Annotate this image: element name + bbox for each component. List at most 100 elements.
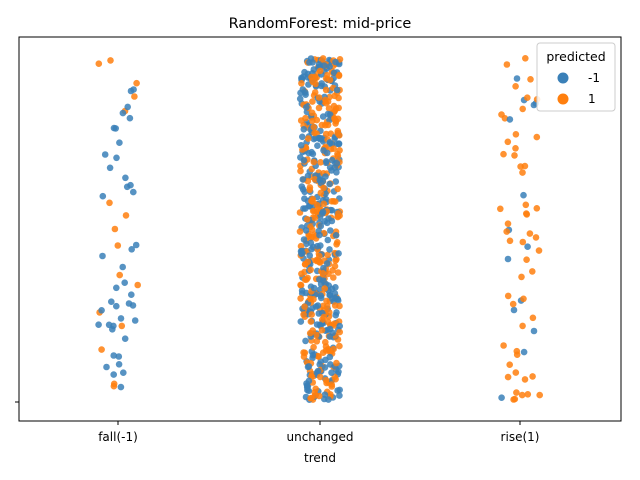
- data-point: [510, 396, 517, 403]
- data-point: [519, 169, 526, 176]
- data-point: [501, 115, 509, 122]
- data-point: [321, 285, 329, 292]
- data-point: [310, 158, 318, 166]
- data-point: [311, 214, 319, 222]
- data-point: [303, 216, 311, 223]
- data-point: [300, 236, 308, 243]
- data-point: [523, 210, 530, 217]
- data-point: [113, 302, 120, 310]
- data-point: [99, 252, 106, 260]
- data-point: [301, 349, 309, 357]
- data-point: [325, 396, 332, 403]
- data-point: [326, 291, 333, 299]
- data-point: [503, 228, 511, 235]
- data-point: [316, 361, 324, 368]
- data-point: [497, 205, 504, 213]
- data-point: [521, 162, 529, 170]
- data-point: [506, 116, 514, 123]
- data-point: [297, 89, 304, 97]
- data-point: [326, 180, 333, 188]
- data-point: [106, 199, 113, 207]
- data-point: [311, 129, 318, 137]
- data-point: [120, 369, 127, 377]
- data-point: [321, 364, 329, 371]
- data-point: [521, 376, 529, 383]
- data-point: [513, 347, 521, 355]
- data-point: [107, 57, 114, 64]
- data-point: [519, 238, 527, 246]
- data-point: [308, 197, 315, 205]
- data-point: [126, 114, 134, 122]
- data-point: [326, 63, 333, 70]
- data-point: [310, 123, 318, 131]
- data-point: [302, 114, 309, 122]
- data-point: [322, 130, 330, 138]
- data-point: [134, 281, 141, 289]
- data-point: [108, 298, 115, 306]
- data-point: [309, 117, 316, 125]
- data-point: [325, 105, 333, 112]
- data-point: [316, 392, 323, 400]
- data-point: [310, 284, 318, 292]
- data-point: [323, 260, 331, 267]
- data-point: [326, 325, 334, 333]
- data-point: [334, 185, 342, 193]
- data-point: [335, 210, 342, 217]
- data-point: [333, 86, 341, 94]
- data-point: [326, 246, 333, 253]
- data-point: [312, 331, 320, 339]
- data-point: [304, 135, 312, 142]
- data-point: [101, 151, 109, 158]
- data-point: [504, 292, 512, 300]
- data-point: [330, 274, 337, 281]
- data-point: [324, 110, 332, 118]
- data-point: [322, 99, 330, 107]
- data-point: [95, 321, 102, 329]
- data-point: [316, 321, 324, 329]
- data-point: [116, 271, 123, 279]
- data-point: [520, 191, 527, 199]
- data-point: [301, 276, 309, 284]
- data-point: [522, 201, 530, 209]
- data-point: [308, 311, 316, 318]
- data-point: [98, 307, 105, 314]
- data-point: [326, 333, 334, 340]
- data-point: [297, 154, 304, 161]
- data-point: [121, 335, 129, 343]
- data-point: [103, 363, 110, 371]
- data-point: [533, 133, 541, 141]
- data-point: [308, 245, 315, 253]
- data-point: [310, 343, 317, 351]
- data-point: [116, 139, 123, 146]
- data-point: [520, 348, 528, 356]
- data-point: [332, 178, 340, 185]
- data-point: [328, 156, 336, 164]
- data-point: [112, 125, 119, 132]
- data-point: [307, 239, 315, 247]
- data-point: [110, 322, 117, 330]
- data-point: [115, 361, 123, 368]
- data-point: [324, 318, 332, 326]
- data-point: [301, 260, 309, 268]
- data-point: [332, 232, 340, 239]
- data-point: [328, 285, 336, 293]
- data-point: [110, 352, 117, 359]
- data-point: [332, 58, 339, 66]
- data-point: [128, 291, 135, 299]
- x-axis-ticks: fall(-1) unchanged rise(1): [98, 421, 539, 444]
- legend-marker: [557, 93, 569, 105]
- data-point: [132, 241, 140, 249]
- data-point: [299, 133, 306, 141]
- data-point: [509, 300, 517, 308]
- data-point: [301, 68, 308, 76]
- data-point: [117, 315, 125, 322]
- data-point: [524, 391, 532, 398]
- data-point: [302, 227, 310, 234]
- data-point: [122, 174, 129, 182]
- data-point: [296, 95, 304, 103]
- data-point: [498, 394, 505, 402]
- data-point: [330, 102, 338, 110]
- data-point: [308, 109, 316, 117]
- data-point: [328, 198, 336, 205]
- data-point: [524, 94, 531, 101]
